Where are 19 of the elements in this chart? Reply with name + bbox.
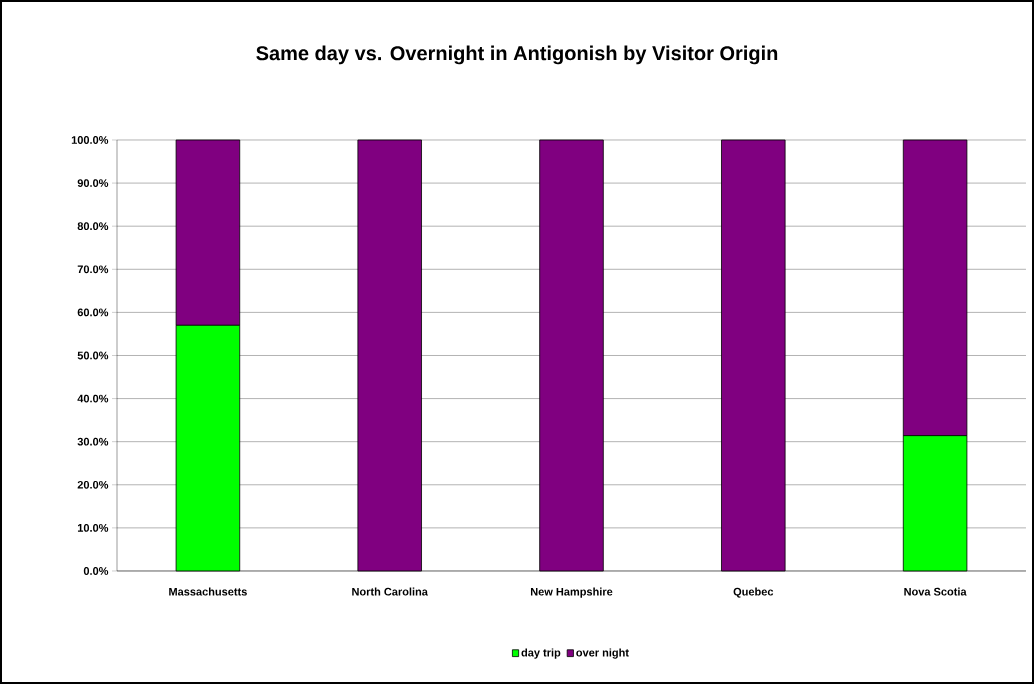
legend-label: day trip xyxy=(521,648,561,659)
y-tick-label: 10.0% xyxy=(77,524,109,532)
x-tick-label: North Carolina xyxy=(352,587,428,596)
y-tick-label: 90.0% xyxy=(77,179,109,187)
y-tick-label: 80.0% xyxy=(77,222,109,231)
y-tick-label: 70.0% xyxy=(77,265,109,274)
y-tick-label: 100.0% xyxy=(71,136,109,144)
y-tick-label: 60.0% xyxy=(77,308,109,317)
legend-label: over night xyxy=(576,648,629,659)
x-tick-label: New Hampshire xyxy=(530,587,613,598)
y-tick-label: 50.0% xyxy=(77,351,109,360)
y-tick-label: 30.0% xyxy=(77,437,109,446)
x-tick-label: Quebec xyxy=(733,587,774,598)
y-tick-label: 0.0% xyxy=(83,567,109,575)
x-tick-label: Massachusetts xyxy=(169,587,247,596)
y-tick-label: 20.0% xyxy=(77,480,109,489)
chart-title: Same day vs. Overnight in Antigonish by Visitor Origin xyxy=(256,45,778,65)
x-tick-label: Nova Scotia xyxy=(904,587,967,596)
y-tick-label: 40.0% xyxy=(77,394,109,403)
